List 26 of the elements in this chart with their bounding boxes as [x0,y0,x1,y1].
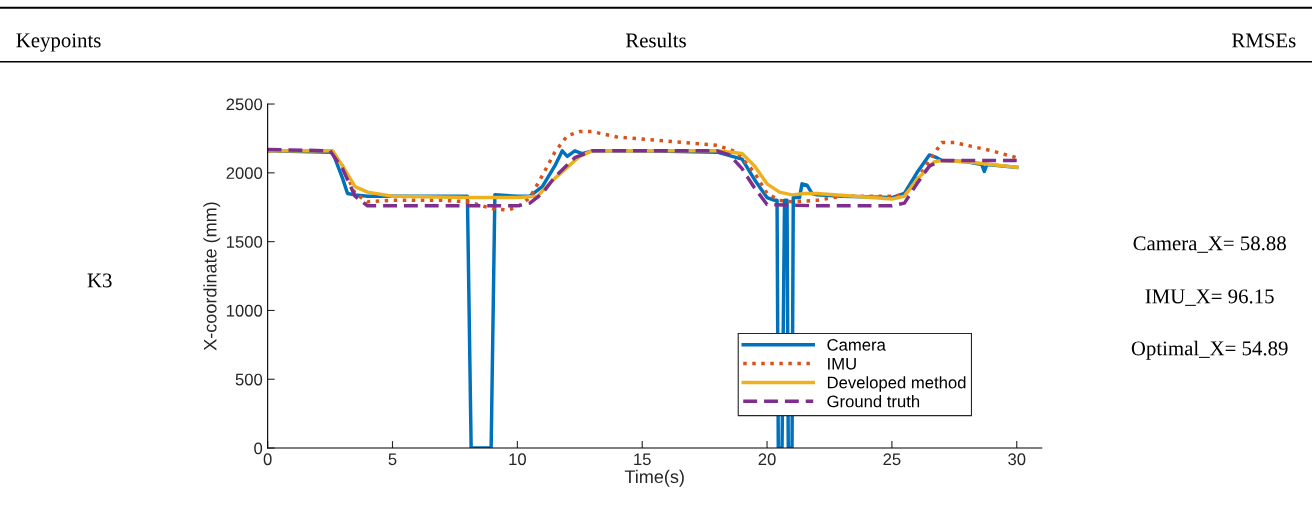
x-tick-label: 5 [388,453,397,466]
text: Results [625,32,686,48]
y-axis-title: X-coordinate (mm) [203,202,221,351]
legend-label: IMU [828,357,856,370]
text: IMU_X= 96.15 [1145,289,1274,306]
x-tick-label: 20 [758,453,776,466]
text: Camera_X= 58.88 [1133,236,1286,253]
y-tick-label: 1000 [226,304,263,317]
text: Keypoints [16,33,101,52]
x-tick-label: 25 [883,453,901,466]
text: RMSEs [1232,33,1296,48]
y-tick-label: 1500 [226,236,263,248]
legend-label: Camera [827,338,886,351]
x-axis-title: Time(s) [624,469,684,487]
text: K3 [87,273,112,288]
legend-label: Ground truth [827,395,920,408]
legend-label: Developed method [827,376,966,392]
text: Optimal_X= 54.89 [1131,340,1288,360]
y-tick-label: 0 [254,442,263,455]
x-tick-label: 15 [634,453,651,466]
x-tick-label: 0 [263,453,272,466]
y-tick-label: 2500 [226,98,263,111]
x-tick-label: 10 [509,453,526,466]
y-tick-label: 500 [235,373,263,386]
y-tick-label: 2000 [226,167,263,180]
x-tick-label: 30 [1008,453,1026,466]
